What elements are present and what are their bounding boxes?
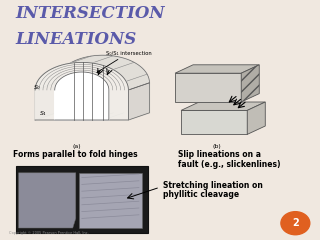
- Text: Slip lineations on a: Slip lineations on a: [178, 150, 261, 159]
- Polygon shape: [128, 83, 149, 120]
- Text: Forms parallel to fold hinges: Forms parallel to fold hinges: [13, 150, 138, 159]
- Text: fault (e.g., slickenlines): fault (e.g., slickenlines): [178, 160, 281, 168]
- Text: LINEATIONS: LINEATIONS: [16, 31, 137, 48]
- Polygon shape: [79, 173, 142, 228]
- Polygon shape: [35, 62, 128, 120]
- Text: S₀: S₀: [34, 85, 40, 90]
- Text: S₁: S₁: [40, 111, 46, 116]
- Text: INTERSECTION: INTERSECTION: [16, 5, 165, 22]
- Bar: [16, 166, 148, 233]
- Text: Copyright © 2005 Pearson Prentice Hall, Inc.: Copyright © 2005 Pearson Prentice Hall, …: [9, 231, 89, 235]
- Polygon shape: [247, 102, 265, 134]
- Polygon shape: [241, 65, 259, 102]
- Text: (b): (b): [213, 144, 221, 149]
- Text: (a): (a): [73, 144, 82, 149]
- Text: phyllitic cleavage: phyllitic cleavage: [163, 190, 239, 199]
- Polygon shape: [181, 102, 265, 110]
- Text: 2: 2: [292, 218, 299, 228]
- Polygon shape: [35, 55, 149, 90]
- Text: S₀/S₁ intersection: S₀/S₁ intersection: [97, 50, 152, 72]
- Polygon shape: [175, 73, 241, 102]
- Polygon shape: [55, 72, 109, 120]
- Polygon shape: [175, 65, 259, 73]
- Text: Stretching lineation on: Stretching lineation on: [163, 181, 263, 190]
- Polygon shape: [35, 83, 56, 120]
- Circle shape: [281, 212, 310, 235]
- Polygon shape: [19, 173, 76, 228]
- Polygon shape: [181, 110, 247, 134]
